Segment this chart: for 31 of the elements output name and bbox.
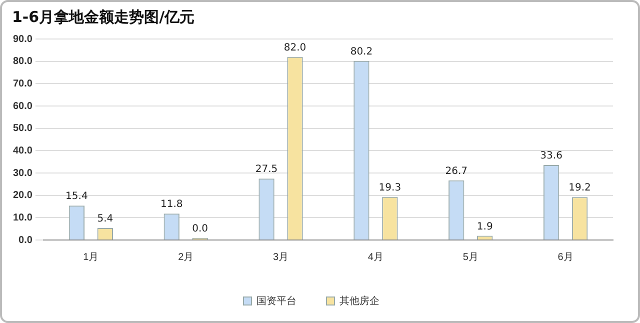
data-label: 1.9 [476, 221, 493, 232]
y-tick-label: 50.0 [12, 123, 33, 134]
x-tick-label: 3月 [272, 252, 289, 263]
y-tick-label: 70.0 [12, 78, 33, 90]
data-label: 0.0 [192, 224, 208, 235]
data-label: 11.8 [160, 199, 183, 210]
legend-label: 其他房企 [340, 294, 380, 307]
y-tick-label: 10.0 [12, 212, 33, 224]
y-tick-label: 0.0 [18, 234, 33, 246]
x-tick-label: 5月 [462, 252, 478, 263]
data-label: 82.0 [284, 42, 306, 54]
x-tick-label: 2月 [178, 252, 194, 263]
chart-title: 1-6月拿地金额走势图/亿元 [12, 8, 195, 27]
x-tick-label: 4月 [368, 252, 384, 263]
data-label: 15.4 [66, 191, 88, 202]
y-tick-label: 90.0 [12, 34, 33, 45]
data-label: 19.3 [378, 182, 402, 194]
data-label: 80.2 [350, 46, 373, 58]
data-label: 33.6 [540, 150, 562, 162]
y-tick-label: 80.0 [12, 56, 33, 68]
y-tick-label: 40.0 [12, 145, 33, 156]
legend-label: 国资平台 [256, 294, 296, 307]
y-tick-label: 60.0 [12, 100, 33, 112]
x-tick-label: 1月 [83, 252, 99, 263]
data-label: 26.7 [445, 166, 468, 177]
y-tick-label: 30.0 [12, 168, 33, 179]
data-label: 5.4 [97, 214, 114, 225]
y-tick-label: 20.0 [12, 190, 33, 202]
x-tick-label: 6月 [558, 252, 574, 263]
data-label: 19.2 [568, 182, 591, 194]
data-label: 27.5 [255, 164, 278, 176]
